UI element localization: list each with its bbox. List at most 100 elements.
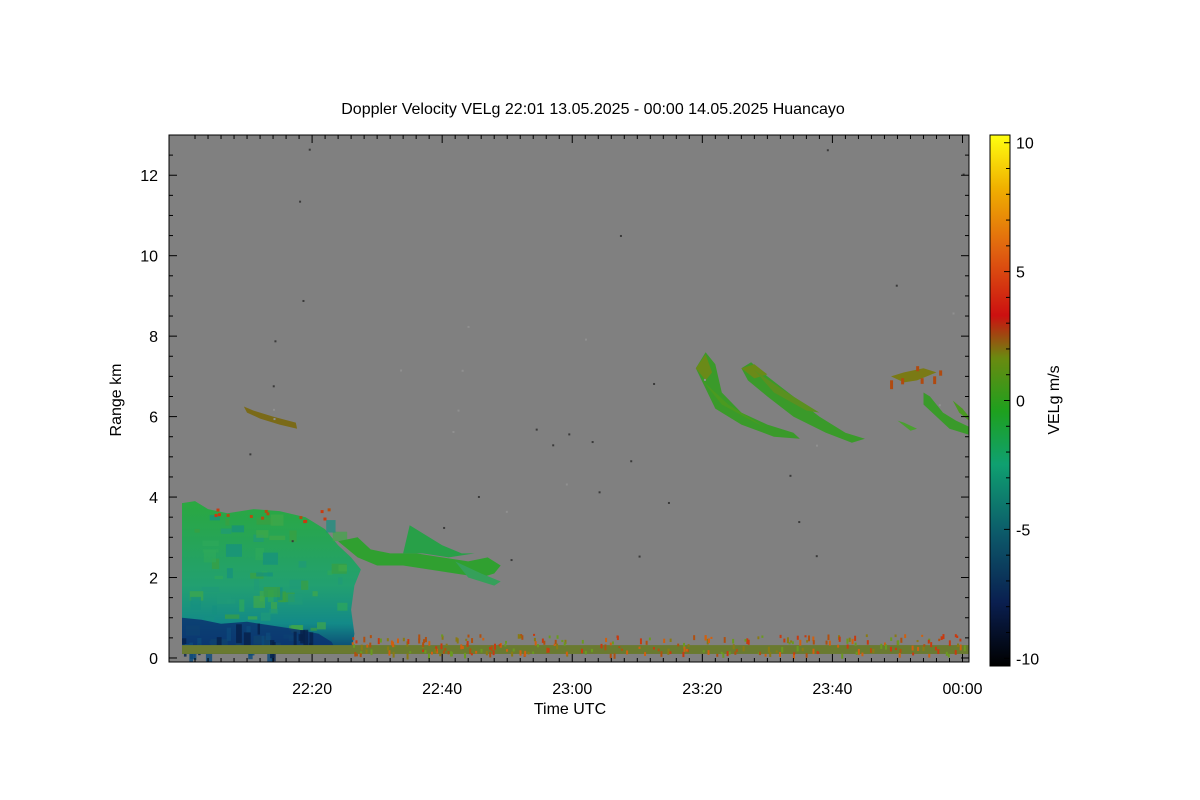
surface-clutter-speck — [393, 644, 396, 648]
surface-clutter-speck — [534, 641, 537, 646]
surface-clutter-speck — [667, 652, 670, 655]
surface-clutter-speck — [790, 640, 793, 643]
surface-clutter-speck — [854, 642, 857, 646]
surface-clutter-band — [182, 645, 969, 654]
x-axis-label: Time UTC — [534, 701, 606, 718]
surface-clutter-speck — [793, 652, 796, 655]
surface-clutter-speck — [620, 648, 623, 651]
surface-clutter-speck — [786, 637, 789, 644]
noise-dot — [619, 234, 622, 237]
surface-clutter-speck — [379, 638, 382, 643]
noise-dot — [584, 338, 587, 341]
surface-clutter-speck — [548, 635, 551, 639]
surface-clutter-speck — [890, 637, 893, 641]
surface-clutter-speck — [806, 640, 809, 643]
surface-clutter-speck — [747, 639, 750, 645]
surface-clutter-speck — [828, 640, 831, 646]
surface-clutter-speck — [504, 644, 507, 647]
surface-clutter-speck — [846, 644, 849, 649]
surface-clutter-speck — [354, 652, 357, 657]
x-tick-label: 22:20 — [292, 681, 332, 698]
noise-dot — [826, 149, 829, 152]
surface-clutter-speck — [801, 647, 804, 652]
surface-clutter-speck — [511, 651, 514, 657]
low-cloud-texture — [317, 622, 326, 630]
surface-clutter-speck — [450, 651, 453, 657]
noise-dot — [400, 369, 403, 372]
noise-dot — [291, 540, 294, 543]
noise-dot — [299, 200, 302, 203]
x-tick-label: 23:20 — [682, 681, 722, 698]
low-cloud-texture — [289, 579, 307, 590]
surface-clutter-speck — [722, 653, 725, 658]
surface-clutter-speck — [445, 643, 448, 646]
surface-clutter-speck — [660, 651, 663, 657]
low-cloud-texture — [212, 605, 217, 615]
noise-dot — [598, 491, 601, 494]
surface-clutter-speck — [841, 653, 844, 659]
surface-clutter-speck — [956, 643, 959, 648]
surface-clutter-speck — [564, 639, 567, 645]
streak-2212 — [243, 406, 298, 429]
surface-clutter-speck — [424, 636, 427, 643]
surface-clutter-speck — [761, 635, 764, 638]
noise-dot — [962, 173, 965, 176]
surface-clutter-speck — [959, 644, 962, 651]
surface-clutter-speck — [923, 644, 926, 647]
surface-clutter-speck — [779, 634, 782, 639]
low-cloud-texture — [301, 580, 309, 590]
low-cloud-dark-texture — [257, 623, 261, 635]
low-cloud-texture — [190, 596, 201, 610]
upper-fragment-speckle — [890, 380, 894, 390]
surface-clutter-speck — [928, 653, 931, 658]
surface-clutter-speck — [352, 644, 355, 648]
surface-clutter-speck — [479, 634, 482, 638]
surface-clutter-speck — [556, 635, 559, 639]
surface-clutter-speck — [489, 646, 492, 650]
surface-clutter-speck — [392, 651, 395, 658]
surface-clutter-speck — [485, 651, 488, 656]
low-cloud-dark-texture — [298, 634, 304, 641]
surface-clutter-speck — [687, 644, 690, 648]
surface-clutter-speck — [954, 634, 957, 638]
low-cloud-texture — [226, 599, 236, 604]
low-cloud-texture — [326, 520, 336, 533]
surface-clutter-speck — [386, 638, 389, 642]
noise-dot — [249, 453, 252, 456]
low-cloud-texture — [256, 517, 273, 525]
low-cloud-dark-texture — [267, 649, 273, 662]
surface-clutter-speck — [816, 651, 819, 655]
low-cloud-dark-texture — [309, 632, 314, 649]
surface-clutter-speck — [732, 638, 735, 644]
surface-clutter-speck — [604, 644, 607, 651]
surface-clutter-speck — [584, 650, 587, 655]
surface-clutter-speck — [735, 648, 738, 652]
surface-clutter-speck — [469, 648, 472, 655]
surface-clutter-speck — [904, 634, 907, 639]
low-cloud-texture — [256, 530, 269, 538]
surface-clutter-speck — [677, 643, 680, 647]
surface-clutter-speck — [791, 641, 794, 645]
surface-clutter-speck — [456, 638, 459, 641]
low-cloud-dark-texture — [246, 626, 251, 634]
surface-clutter-speck — [954, 650, 957, 655]
surface-clutter-speck — [865, 634, 868, 638]
noise-dot — [952, 312, 955, 315]
surface-clutter-speck — [657, 648, 660, 652]
surface-clutter-speck — [942, 634, 945, 640]
surface-clutter-speck — [505, 649, 508, 652]
surface-clutter-speck — [365, 649, 368, 654]
low-cloud-dark-texture — [216, 637, 222, 647]
low-cloud-dark-texture — [293, 631, 297, 648]
surface-clutter-speck — [716, 653, 719, 657]
surface-clutter-speck — [742, 645, 745, 652]
low-cloud-texture — [202, 540, 219, 547]
low-cloud-texture — [231, 525, 245, 533]
low-cloud-top-speckle — [217, 513, 221, 517]
surface-clutter-speck — [517, 634, 520, 639]
noise-dot — [815, 444, 818, 447]
low-cloud-top-speckle — [304, 519, 308, 523]
surface-clutter-speck — [609, 642, 612, 646]
surface-clutter-speck — [710, 636, 713, 639]
